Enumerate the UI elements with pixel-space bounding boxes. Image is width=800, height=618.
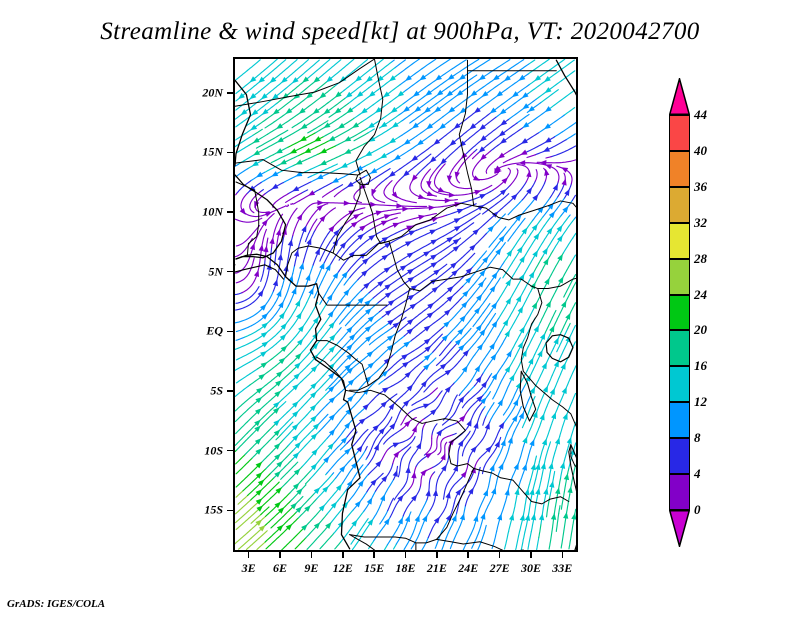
- colorbar-band: [669, 150, 690, 187]
- colorbar-band: [669, 330, 690, 367]
- colorbar-tick-label: 24: [694, 286, 707, 302]
- y-axis-tick-mark: [227, 390, 233, 392]
- x-axis-tick-mark: [467, 552, 469, 558]
- coastline-border-layer: [235, 59, 576, 550]
- x-axis-tick-label: 6E: [273, 561, 288, 575]
- colorbar-band: [669, 186, 690, 223]
- colorbar-band: [669, 258, 690, 295]
- y-axis-tick-label: 10S: [204, 443, 223, 458]
- y-axis-tick-mark: [227, 211, 233, 213]
- map-plot-area: [233, 57, 578, 552]
- colorbar-band: [669, 402, 690, 439]
- colorbar-tick-label: 32: [694, 214, 707, 230]
- x-axis-tick-label: 24E: [458, 561, 479, 575]
- x-axis-tick-label: 30E: [520, 561, 541, 575]
- y-axis-tick-label: 15N: [202, 144, 223, 159]
- y-axis-tick-label: 5S: [210, 383, 223, 398]
- x-axis-tick-label: 3E: [241, 561, 256, 575]
- colorbar-tick-label: 0: [694, 502, 701, 517]
- x-axis-tick-mark: [561, 552, 564, 558]
- x-axis-tick-mark: [342, 552, 344, 558]
- page-title: Streamline & wind speed[kt] at 900hPa, V…: [100, 18, 700, 45]
- x-axis-tick-mark: [530, 552, 532, 558]
- x-axis-tick-label: 15E: [364, 561, 385, 575]
- x-axis-tick-mark: [310, 552, 313, 558]
- y-axis-tick-label: 5N: [208, 264, 223, 279]
- colorbar-over-range-arrow: [669, 78, 690, 115]
- x-axis-tick-mark: [436, 552, 438, 558]
- colorbar-tick-label: 20: [694, 322, 707, 338]
- y-axis-tick-mark: [227, 449, 233, 452]
- y-axis-tick-mark: [227, 330, 233, 333]
- x-axis-tick-label: 27E: [489, 561, 510, 575]
- x-axis-tick-label: 33E: [552, 561, 573, 575]
- colorbar-tick-label: 28: [694, 250, 707, 266]
- colorbar-band: [669, 366, 690, 403]
- colorbar-tick-label: 36: [694, 178, 707, 194]
- x-axis-tick-mark: [279, 552, 281, 558]
- x-axis-tick-label: 21E: [426, 561, 447, 575]
- y-axis-tick-mark: [227, 151, 233, 154]
- colorbar-tick-label: 16: [694, 358, 707, 374]
- y-axis-tick-mark: [227, 509, 233, 511]
- colorbar-under-range-arrow: [669, 510, 690, 547]
- colorbar-band: [669, 222, 690, 259]
- x-axis-tick-mark: [247, 552, 250, 558]
- colorbar-tick-label: 44: [694, 107, 707, 122]
- colorbar-tick-label: 8: [694, 430, 701, 446]
- y-axis-tick-label: 15S: [204, 502, 223, 517]
- x-axis-tick-label: 9E: [304, 561, 319, 575]
- y-axis-tick-mark: [227, 270, 233, 273]
- colorbar-tick-label: 12: [694, 394, 707, 410]
- y-axis-tick-label: 20N: [202, 85, 223, 100]
- colorbar-band: [669, 474, 690, 510]
- x-axis-tick-label: 12E: [332, 561, 353, 575]
- x-axis-tick-mark: [404, 552, 407, 558]
- footer-credit: GrADS: IGES/COLA: [7, 598, 106, 610]
- y-axis-tick-mark: [227, 92, 233, 94]
- colorbar-band: [669, 438, 690, 475]
- colorbar-band: [669, 115, 690, 151]
- x-axis-tick-mark: [373, 552, 375, 558]
- y-axis-tick-label: EQ: [206, 323, 223, 338]
- colorbar-tick-label: 4: [694, 466, 701, 482]
- x-axis-tick-label: 18E: [395, 561, 416, 575]
- streamline-layer: [235, 59, 576, 550]
- colorbar: 0 4 8 12 16 20 24 28 32 36 40 44: [669, 78, 707, 547]
- y-axis-tick-label: 10N: [202, 204, 223, 219]
- colorbar-tick-label: 40: [694, 142, 707, 158]
- colorbar-band: [669, 294, 690, 331]
- x-axis-tick-mark: [498, 552, 501, 558]
